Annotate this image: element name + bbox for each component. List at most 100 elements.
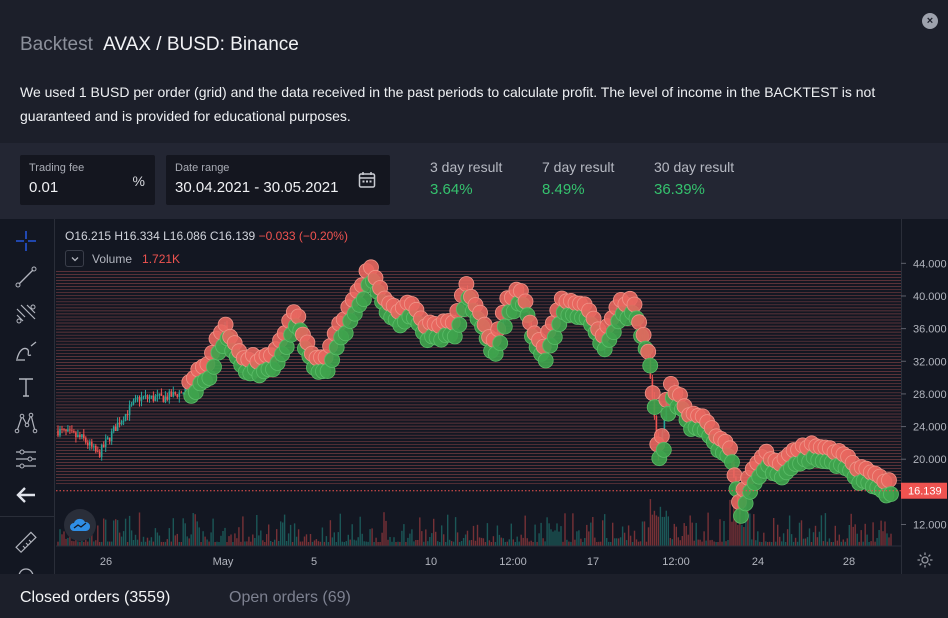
volume-bar [132,540,135,546]
fib-tool[interactable] [10,300,42,328]
volume-bar [854,524,856,546]
volume-bar [170,541,172,546]
chevron-down-icon [71,256,78,261]
volume-bar [586,524,588,546]
ohlc-low: L16.086 [163,229,207,243]
cloud-icon [70,518,91,531]
volume-bar [564,513,566,546]
trading-fee-label: Trading fee [29,162,85,174]
volume-bar [743,527,745,546]
volume-bar [311,541,314,546]
volume-bar [381,532,383,546]
volume-bar [820,515,823,546]
chart-plot[interactable]: 44.000 40.000 36.000 32.000 28.000 24.000 20.0… [56,219,948,574]
date-range-value[interactable]: 30.04.2021 - 30.05.2021 [175,179,339,196]
volume-bar [816,537,819,546]
candle-body [63,429,65,431]
volume-bar [882,531,884,546]
calendar-icon[interactable] [358,171,376,189]
collapse-legend-button[interactable] [65,250,84,267]
volume-bar [470,540,473,546]
trading-fee-value[interactable]: 0.01 [29,179,59,196]
sell-order-marker [640,343,657,360]
volume-bar [546,517,548,546]
candle-body [57,430,59,436]
volume-bar [285,541,288,546]
trend-line-tool[interactable] [10,263,42,291]
date-range-field[interactable]: Date range 30.04.2021 - 30.05.2021 [166,155,390,205]
volume-bar [661,516,664,546]
volume-bar [594,537,596,546]
tab-open-orders[interactable]: Open orders (69) [229,589,351,606]
gear-icon [917,552,933,568]
volume-bar [168,528,170,546]
volume-bar [65,538,67,546]
ohlc-change: −0.033 (−0.20%) [258,229,348,243]
volume-legend: Volume 1.721K [65,250,180,267]
volume-bar [335,542,337,546]
price-tick-label: 40.000 [913,291,947,303]
volume-bar [67,537,69,546]
ruler-tool[interactable] [10,529,42,557]
volume-bar [767,542,769,546]
chart-settings-button[interactable] [902,546,948,574]
volume-bar [415,540,417,546]
volume-bar [568,541,570,546]
volume-bar [325,536,328,546]
price-chart[interactable]: 44.000 40.000 36.000 32.000 28.000 24.000 20.0… [56,219,948,574]
zoom-tool[interactable] [16,566,36,574]
volume-bar [604,514,606,546]
brush-tool[interactable] [10,337,42,365]
volume-bar [447,514,449,546]
volume-bar [266,534,268,546]
volume-bar [437,541,439,546]
tradingview-logo[interactable] [64,509,96,541]
back-tool[interactable] [10,481,42,509]
volume-bar [840,541,842,546]
volume-bar [405,542,407,546]
forecast-tool[interactable] [10,445,42,473]
pattern-icon [14,412,38,434]
volume-bar [138,512,141,546]
volume-bar [524,515,526,546]
volume-bar [810,542,813,546]
volume-bar [709,540,711,546]
volume-bar [299,541,302,546]
volume-bar [293,523,296,546]
volume-bar [242,516,244,546]
pattern-tool[interactable] [10,409,42,437]
candle-body [144,395,147,397]
volume-bar [641,521,644,546]
trading-fee-field[interactable]: Trading fee 0.01 % [20,155,155,205]
volume-bar [637,541,640,546]
volume-bar [301,541,304,546]
volume-bar [627,525,630,546]
volume-bar [649,499,652,546]
volume-bar [606,538,608,546]
volume-bar [828,538,831,546]
volume-bar [741,524,743,546]
close-button[interactable]: × [922,13,938,29]
volume-bar [87,541,89,546]
tab-closed-orders[interactable]: Closed orders (3559) [20,589,171,606]
volume-bar [375,537,377,546]
candle-body [65,429,67,432]
volume-bar [848,525,850,546]
text-tool[interactable] [10,373,42,401]
volume-bar [194,514,196,546]
volume-bar [182,518,184,546]
volume-bar [486,523,489,546]
volume-bar [633,530,636,546]
volume-bar [280,521,282,546]
volume-bar [180,542,182,546]
volume-bar [126,542,129,546]
volume-bar [460,541,463,546]
volume-bar [669,538,671,546]
volume-bar [592,517,594,546]
crosshair-tool[interactable] [10,227,42,255]
toolbar-divider [0,516,55,517]
volume-bar [544,541,546,546]
candle-body [130,404,133,406]
volume-bar [464,534,467,546]
